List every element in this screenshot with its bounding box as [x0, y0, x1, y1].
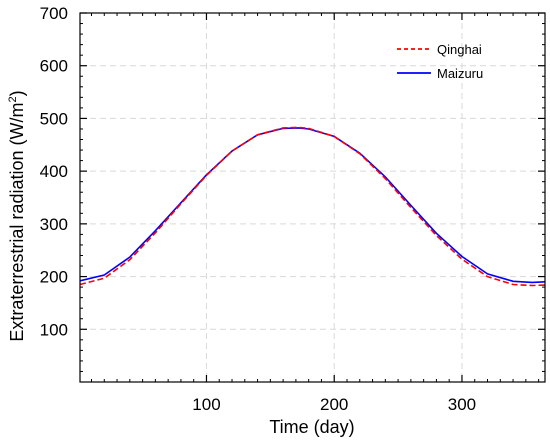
legend-label-maizuru: Maizuru — [437, 66, 483, 81]
y-axis-title: Extraterrestrial radiation (W/m2) — [7, 90, 27, 341]
plot-frame — [79, 12, 546, 383]
series-line-qinghai — [79, 126, 546, 287]
legend-label-qinghai: Qinghai — [437, 42, 482, 57]
x-tick-labels: 100 200 300 — [192, 395, 476, 414]
grid — [80, 13, 545, 382]
series-line-maizuru — [79, 127, 546, 284]
y-tick-labels: 100 200 300 400 500 600 700 — [40, 4, 68, 339]
y-tick-label: 200 — [40, 268, 68, 287]
y-tick-label: 700 — [40, 4, 68, 23]
y-tick-label: 300 — [40, 215, 68, 234]
x-axis-title: Time (day) — [269, 417, 354, 437]
x-tick-label: 200 — [320, 395, 348, 414]
legend: Qinghai Maizuru — [397, 42, 483, 81]
y-tick-label: 400 — [40, 162, 68, 181]
x-tick-label: 100 — [192, 395, 220, 414]
y-tick-label: 100 — [40, 320, 68, 339]
tick-marks — [80, 12, 545, 382]
y-tick-label: 500 — [40, 109, 68, 128]
y-tick-label: 600 — [40, 57, 68, 76]
y-axis-title-main: Extraterrestrial radiation (W/m — [7, 103, 27, 342]
x-tick-label: 300 — [448, 395, 476, 414]
series-group — [79, 126, 546, 287]
y-axis-title-close: ) — [7, 90, 27, 96]
y-axis-title-superscript: 2 — [7, 96, 19, 102]
